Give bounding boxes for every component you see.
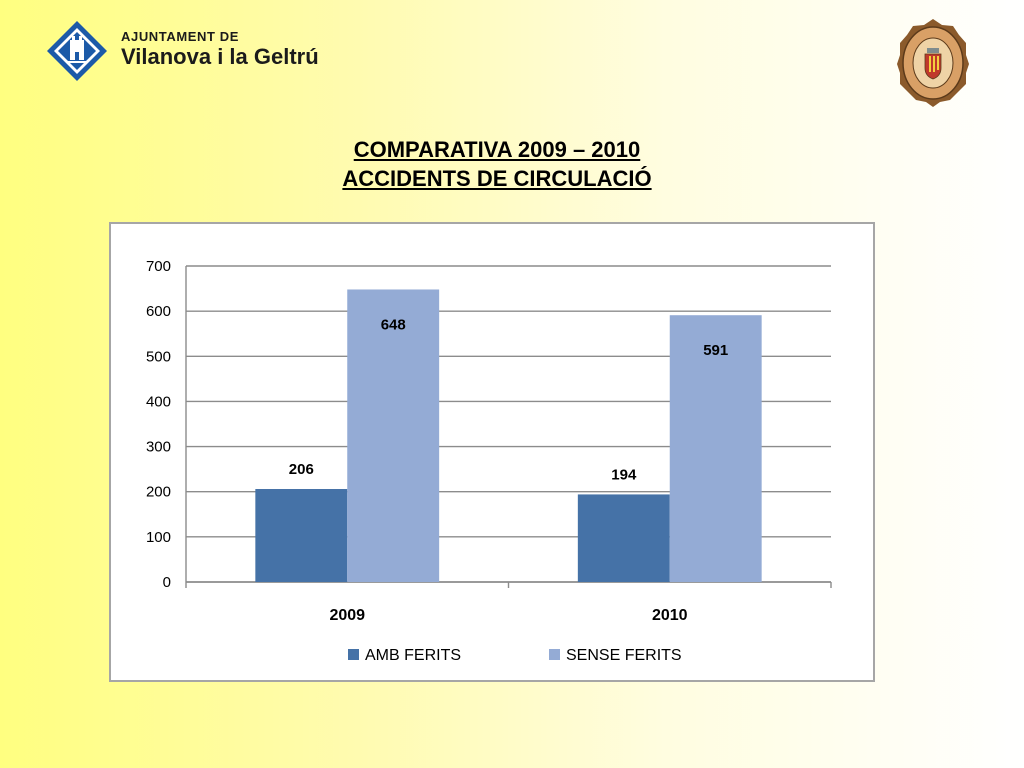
- legend-label: SENSE FERITS: [566, 647, 682, 664]
- org-name-line2: Vilanova i la Geltrú: [121, 44, 319, 69]
- data-label: 206: [289, 461, 314, 478]
- bar-chart: 0 100 200 300 400 500 600 700 206 648 2009 194 591 20…: [146, 258, 832, 664]
- y-tick-label: 300: [146, 439, 171, 456]
- legend-label: AMB FERITS: [365, 647, 461, 664]
- data-label: 648: [381, 316, 406, 333]
- y-tick-label: 100: [146, 529, 171, 546]
- y-tick-label: 500: [146, 348, 171, 365]
- title-line1: COMPARATIVA 2009 – 2010: [353, 137, 641, 162]
- bar: [347, 289, 440, 582]
- x-tick-label: 2010: [652, 607, 688, 624]
- chart-frame: 0 100 200 300 400 500 600 700 206 648 2009 194 591 20…: [109, 222, 875, 682]
- title-line2: ACCIDENTS DE CIRCULACIÓ: [342, 166, 652, 191]
- bar: [255, 489, 348, 582]
- police-badge-icon: [897, 19, 969, 107]
- y-tick-label: 400: [146, 393, 171, 410]
- page-title: COMPARATIVA 2009 – 2010 ACCIDENTS DE CIR…: [0, 135, 994, 193]
- legend-swatch: [549, 649, 560, 660]
- bar: [577, 494, 670, 582]
- y-tick-label: 700: [146, 258, 171, 275]
- y-tick-label: 600: [146, 303, 171, 320]
- org-name-line1: AJUNTAMENT DE: [121, 29, 240, 44]
- y-tick-label: 200: [146, 484, 171, 501]
- org-name: AJUNTAMENT DE Vilanova i la Geltrú: [121, 29, 319, 69]
- y-tick-label: 0: [163, 574, 171, 591]
- x-tick-label: 2009: [329, 607, 365, 624]
- data-label: 194: [611, 466, 637, 483]
- legend-swatch: [348, 649, 359, 660]
- bar: [669, 315, 762, 582]
- data-label: 591: [703, 342, 728, 359]
- municipal-shield-icon: [47, 21, 107, 81]
